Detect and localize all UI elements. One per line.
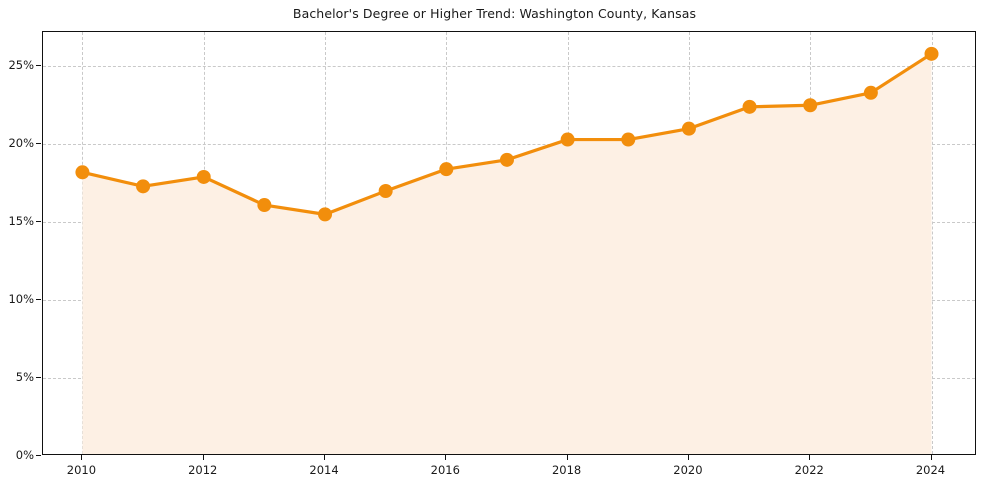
x-axis-tick-label: 2010 [66, 463, 97, 477]
y-axis-tick-label: 10% [8, 292, 34, 307]
data-point-marker [560, 132, 575, 147]
y-axis-tick-mark [36, 455, 41, 456]
y-axis-tick-mark [36, 221, 41, 223]
data-point-marker [499, 152, 514, 167]
y-axis-tick-label: 5% [15, 370, 34, 385]
data-point-marker [924, 46, 939, 61]
data-point-marker [318, 207, 333, 222]
data-point-marker [75, 165, 90, 180]
y-axis-tick-mark [36, 299, 41, 301]
x-axis-tick-label: 2024 [915, 463, 946, 477]
y-axis-tick-mark [36, 377, 41, 379]
y-axis-tick-marks [0, 31, 42, 456]
x-axis-tick-label: 2018 [551, 463, 582, 477]
data-point-marker [621, 132, 636, 147]
x-axis-tick-mark [687, 455, 689, 460]
data-point-marker [742, 99, 757, 114]
data-point-marker [803, 98, 818, 113]
data-point-marker [136, 179, 151, 194]
gridline-horizontal [43, 144, 975, 146]
data-point-marker [378, 184, 393, 198]
x-axis-tick-label: 2020 [673, 463, 703, 477]
gridline-horizontal [43, 66, 975, 68]
y-axis-tick-mark [36, 143, 41, 145]
data-point-marker [439, 162, 454, 177]
y-axis-tick-labels: 0% 5% 10% 15% 20% 25% [0, 31, 34, 462]
plot-area [42, 31, 976, 455]
data-point-marker [863, 85, 878, 100]
data-point-markers [75, 46, 939, 222]
y-axis-tick-mark [36, 65, 41, 67]
chart-title: Bachelor's Degree or Higher Trend: Washi… [292, 6, 697, 21]
x-axis-tick-label: 2016 [430, 463, 460, 477]
data-point-marker [196, 169, 211, 184]
gridline-vertical [931, 32, 933, 454]
data-point-marker [257, 198, 272, 213]
x-axis-tick-mark [809, 455, 811, 460]
y-axis-tick-label: 0% [15, 448, 34, 462]
x-axis-tick-mark [324, 455, 326, 460]
x-axis-tick-mark [930, 455, 932, 460]
x-axis-tick-mark [81, 455, 83, 460]
x-axis-tick-label: 2012 [188, 463, 218, 477]
area-fill [82, 53, 932, 454]
x-axis-tick-mark [202, 455, 204, 460]
x-axis-tick-labels: 2010 2012 2014 2016 2018 2020 2022 2024 [42, 455, 976, 490]
y-axis-tick-label: 15% [8, 214, 34, 229]
x-axis-tick-label: 2022 [794, 463, 824, 477]
x-axis-tick-mark [566, 455, 568, 460]
y-axis-tick-label: 20% [8, 136, 34, 151]
line-series-group [75, 46, 939, 454]
y-axis-tick-label: 25% [8, 58, 34, 73]
x-axis-tick-mark [445, 455, 447, 460]
data-point-marker [681, 121, 696, 136]
x-axis-tick-label: 2014 [309, 463, 339, 477]
